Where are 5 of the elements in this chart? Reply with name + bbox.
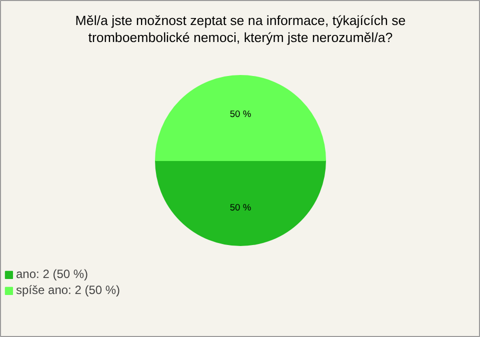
chart-title: Měl/a jste možnost zeptat se na informace, týkajících se tromboembolické nemoci, kterým jste nerozuměl/a? [75,13,406,45]
data-label: 50 % [230,202,252,212]
data-label: 50 % [230,108,252,119]
legend-label: spíše ano: 2 (50 %) [16,283,120,297]
legend-label: ano: 2 (50 %) [16,267,88,281]
